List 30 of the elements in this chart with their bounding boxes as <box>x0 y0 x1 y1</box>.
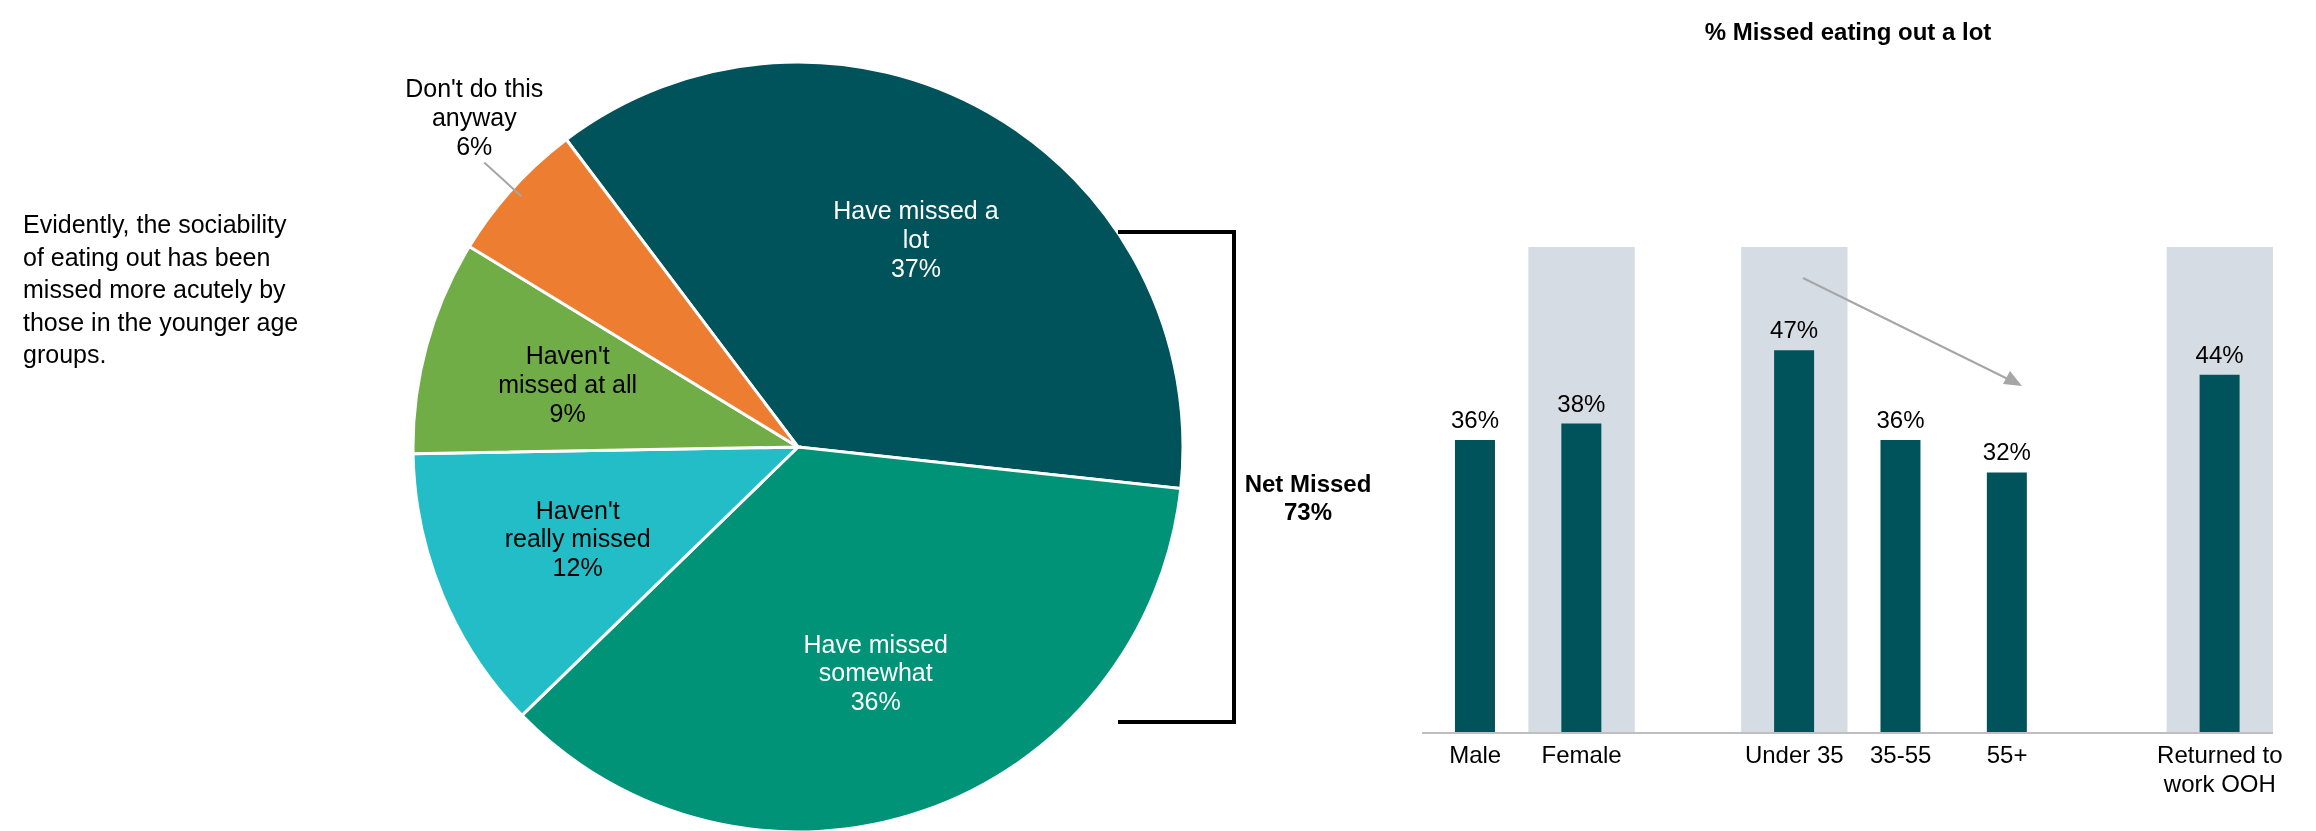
data-label: 36% <box>1450 405 1499 433</box>
text: Net Missed 73% <box>1244 470 1372 525</box>
bar <box>1880 439 1921 733</box>
data-label: 44% <box>2195 340 2244 368</box>
x-tick-label: 35-55 <box>1869 741 1932 768</box>
x-tick-label: Male <box>1449 741 1502 768</box>
chart-title: % Missed eating out a lot <box>1703 18 1993 46</box>
data-label: 12% <box>552 553 603 582</box>
slice-label: Have missed a lot <box>833 196 999 254</box>
data-label: 36% <box>850 687 901 716</box>
bar <box>2199 374 2240 733</box>
x-tick-label: Returned to work OOH <box>2157 741 2283 797</box>
data-label: 32% <box>1982 438 2031 466</box>
bar <box>1986 472 2027 733</box>
data-label: 47% <box>1770 316 1819 344</box>
bar <box>1454 439 1495 733</box>
data-label: 36% <box>1876 405 1925 433</box>
bar <box>1561 423 1602 733</box>
data-label: 9% <box>549 398 586 427</box>
x-tick-label: Female <box>1541 741 1622 768</box>
slice-label: Haven't really missed <box>504 495 651 553</box>
data-label: 38% <box>1557 389 1606 417</box>
slice-label: Haven't missed at all <box>498 341 638 399</box>
slice-label: Don't do this anyway <box>405 74 544 131</box>
data-label: 37% <box>890 253 941 282</box>
x-tick-label: 55+ <box>1986 741 2028 768</box>
x-tick-label: Under 35 <box>1744 741 1844 768</box>
slice-label: Have missed somewhat <box>803 629 948 687</box>
data-label: 6% <box>456 131 493 160</box>
text: Evidently, the sociability of eating out has been missed more acutely by those in the younger age groups. <box>23 209 300 370</box>
